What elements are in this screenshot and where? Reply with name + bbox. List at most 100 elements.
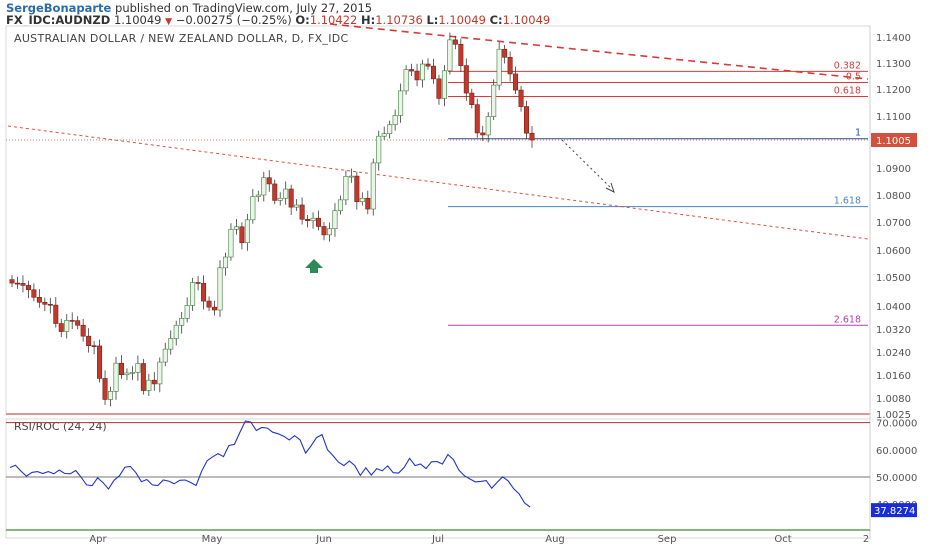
candle-up (337, 199, 343, 211)
candle-up (370, 162, 376, 210)
candle-up (348, 175, 354, 178)
candle-down (469, 92, 475, 105)
candle-up (310, 217, 316, 221)
candle-up (179, 318, 185, 326)
candle-down (502, 48, 508, 58)
time-axis: Apr May Jun Jul Aug Sep Oct 2 (89, 534, 869, 545)
candle-down (25, 285, 31, 291)
candle-up (283, 188, 289, 199)
price-tick-label: 1.0600 (876, 246, 911, 257)
candle-down (354, 175, 360, 203)
candle-down (80, 324, 86, 337)
candle-up (376, 135, 382, 164)
candle-down (436, 78, 442, 99)
high-value: 1.10736 (375, 13, 423, 27)
candle-up (124, 372, 130, 376)
candle-down (201, 283, 207, 302)
symbol-label: FX_IDC:AUDNZD (6, 13, 111, 27)
candle-down (288, 188, 294, 208)
fib-level-label: 1 (855, 128, 861, 139)
candle-down (529, 132, 535, 141)
chart-title: AUSTRALIAN DOLLAR / NEW ZEALAND DOLLAR, … (14, 32, 349, 45)
candle-up (255, 194, 261, 197)
candle-down (9, 279, 15, 284)
candle-down (524, 106, 530, 134)
candles (9, 32, 535, 407)
candle-up (398, 90, 404, 116)
candle-up (261, 177, 267, 196)
rsi-indicator (9, 420, 531, 508)
candle-up (420, 63, 426, 81)
rsi-tick-label: 70.0000 (876, 419, 917, 430)
channel-trendline (7, 125, 869, 240)
candle-up (162, 348, 168, 363)
last-price-label: 1.1005 (876, 136, 911, 147)
price-tick-label: 1.1400 (876, 33, 911, 44)
candle-up (496, 48, 502, 86)
candle-down (212, 306, 218, 311)
candle-down (458, 43, 464, 66)
candle-up (157, 361, 163, 385)
candle-down (430, 65, 436, 80)
candle-down (151, 379, 157, 385)
candle-down (58, 323, 64, 332)
candle-up (129, 372, 135, 374)
candle-down (507, 56, 513, 75)
price-tick-label: 1.1100 (876, 112, 911, 123)
candle-down (195, 282, 201, 284)
price-tick-label: 1.0500 (876, 273, 911, 284)
candle-down (425, 63, 431, 67)
close-value: 1.10049 (502, 13, 551, 27)
candle-up (294, 204, 300, 208)
low-value: 1.10049 (438, 13, 486, 27)
candle-up (485, 116, 491, 136)
candle-up (113, 362, 119, 392)
candle-down (414, 70, 420, 81)
candle-up (277, 197, 283, 201)
candle-down (69, 320, 75, 322)
candle-up (64, 320, 70, 332)
candle-up (326, 228, 332, 236)
price-tick-label: 1.0080 (876, 394, 911, 405)
candle-up (250, 196, 256, 221)
candle-up (228, 228, 234, 258)
fib-level-label: 0.5 (846, 72, 861, 83)
price-axis: 1.1400 1.1300 1.1200 1.1100 1.0900 1.0800 1.07… (6, 33, 917, 531)
candle-down (86, 335, 92, 346)
time-tick-label: Jun (315, 534, 332, 545)
candle-up (381, 133, 387, 137)
rsi-pane (5, 418, 871, 539)
candle-up (146, 379, 152, 391)
time-tick-label: Apr (89, 534, 107, 545)
candle-down (118, 362, 124, 376)
publication-line: SergeBonaparte published on TradingView.… (6, 2, 372, 15)
candle-down (140, 363, 146, 391)
fib-level-label: 1.618 (834, 196, 861, 207)
projection-arrow-head (605, 182, 615, 193)
low-label: L: (426, 13, 439, 27)
candle-down (299, 204, 305, 220)
last-price-tag (871, 133, 917, 147)
price-tick-label: 1.0240 (876, 348, 911, 359)
last-price: 1.10049 (113, 13, 162, 27)
candle-up (491, 84, 497, 117)
candle-up (403, 69, 409, 92)
time-tick-label: May (202, 534, 223, 545)
candle-down (452, 39, 458, 45)
price-tick-label: 1.0320 (876, 325, 911, 336)
candle-down (316, 217, 322, 227)
price-change: −0.00275 (−0.25%) (175, 13, 292, 27)
author-link[interactable]: SergeBonaparte (6, 1, 112, 15)
fib-level-label: 0.382 (834, 60, 861, 71)
rsi-last-tag (871, 503, 917, 518)
candle-up (135, 363, 141, 373)
candle-up (244, 219, 250, 244)
candle-down (480, 132, 486, 136)
projection-arrow (561, 139, 613, 190)
price-tick-label: 1.0025 (876, 410, 911, 421)
candle-down (42, 301, 48, 305)
rsi-line (9, 420, 531, 508)
candle-down (75, 320, 81, 326)
price-tick-label: 1.1300 (876, 59, 911, 70)
